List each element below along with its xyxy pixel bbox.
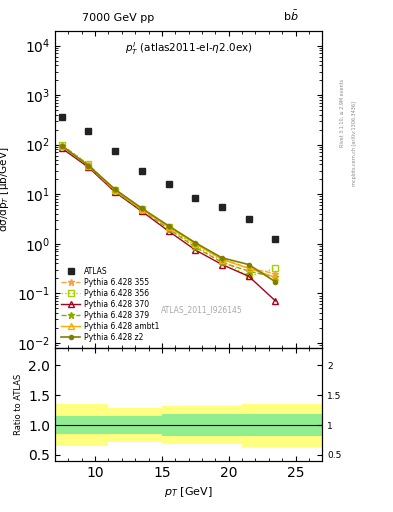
Pythia 6.428 ambt1 [193, 241, 198, 247]
Pythia 6.428 z2 [113, 186, 118, 193]
Bar [215, 406, 242, 444]
Pythia 6.428 355 [193, 241, 198, 247]
Pythia 6.428 355 [273, 270, 278, 276]
ATLAS [140, 167, 144, 174]
ATLAS [113, 148, 118, 154]
Pythia 6.428 ambt1 [166, 224, 171, 230]
ATLAS [273, 236, 278, 242]
Line: Pythia 6.428 379: Pythia 6.428 379 [58, 143, 279, 281]
Line: Pythia 6.428 355: Pythia 6.428 355 [58, 141, 279, 277]
Pythia 6.428 370 [193, 247, 198, 253]
Bar [269, 403, 322, 446]
Pythia 6.428 379 [166, 226, 171, 232]
Pythia 6.428 370 [246, 273, 251, 280]
Pythia 6.428 z2 [166, 223, 171, 229]
Pythia 6.428 379 [59, 143, 64, 150]
Pythia 6.428 356 [246, 273, 251, 280]
Pythia 6.428 355 [59, 142, 64, 148]
Text: $p_T^l$ (atlas2011-el-$\eta$2.0ex): $p_T^l$ (atlas2011-el-$\eta$2.0ex) [125, 40, 252, 57]
Pythia 6.428 z2 [273, 279, 278, 285]
Pythia 6.428 ambt1 [113, 187, 118, 194]
Pythia 6.428 379 [113, 188, 118, 194]
Pythia 6.428 z2 [246, 262, 251, 268]
Pythia 6.428 z2 [86, 162, 91, 168]
Y-axis label: Ratio to ATLAS: Ratio to ATLAS [14, 374, 23, 435]
ATLAS [193, 195, 198, 201]
Bar [189, 414, 215, 436]
Pythia 6.428 ambt1 [86, 162, 91, 168]
Pythia 6.428 370 [140, 208, 144, 215]
Pythia 6.428 355 [140, 206, 144, 212]
Pythia 6.428 z2 [59, 143, 64, 149]
Bar [82, 404, 108, 446]
Bar [135, 409, 162, 442]
Bar [55, 416, 82, 434]
Line: ATLAS: ATLAS [58, 114, 279, 242]
Pythia 6.428 z2 [220, 255, 224, 261]
Pythia 6.428 ambt1 [246, 265, 251, 271]
Pythia 6.428 379 [246, 268, 251, 274]
Bar [82, 416, 108, 434]
Pythia 6.428 370 [273, 298, 278, 304]
Pythia 6.428 370 [113, 189, 118, 195]
Pythia 6.428 356 [113, 187, 118, 194]
Bar [108, 416, 135, 434]
Text: mcplots.cern.ch [arXiv:1306.3436]: mcplots.cern.ch [arXiv:1306.3436] [352, 101, 357, 186]
Pythia 6.428 ambt1 [140, 206, 144, 212]
Pythia 6.428 356 [273, 265, 278, 271]
Bar [162, 414, 189, 436]
Line: Pythia 6.428 356: Pythia 6.428 356 [59, 142, 278, 279]
Pythia 6.428 z2 [193, 240, 198, 246]
Line: Pythia 6.428 z2: Pythia 6.428 z2 [60, 144, 277, 284]
Bar [108, 409, 135, 442]
Pythia 6.428 370 [59, 145, 64, 151]
Pythia 6.428 379 [86, 163, 91, 169]
Pythia 6.428 355 [166, 224, 171, 230]
ATLAS [59, 114, 64, 120]
Pythia 6.428 356 [140, 206, 144, 212]
Pythia 6.428 356 [220, 258, 224, 264]
Bar [135, 416, 162, 434]
Line: Pythia 6.428 ambt1: Pythia 6.428 ambt1 [59, 143, 278, 280]
Y-axis label: dσ/dp$_T$ [μb/GeV]: dσ/dp$_T$ [μb/GeV] [0, 146, 11, 232]
Text: b$\bar{b}$: b$\bar{b}$ [283, 9, 299, 23]
Bar [55, 404, 82, 446]
ATLAS [166, 181, 171, 187]
Bar [269, 414, 322, 436]
Text: 7000 GeV pp: 7000 GeV pp [82, 13, 154, 23]
Bar [242, 414, 269, 436]
Pythia 6.428 355 [246, 265, 251, 271]
Pythia 6.428 356 [166, 224, 171, 230]
ATLAS [220, 204, 224, 210]
X-axis label: $p_T$ [GeV]: $p_T$ [GeV] [164, 485, 213, 499]
Text: ATLAS_2011_I926145: ATLAS_2011_I926145 [161, 305, 243, 314]
Text: Rivet 3.1.10, ≥ 2.9M events: Rivet 3.1.10, ≥ 2.9M events [340, 78, 345, 147]
Pythia 6.428 ambt1 [220, 257, 224, 263]
ATLAS [86, 129, 91, 135]
Legend: ATLAS, Pythia 6.428 355, Pythia 6.428 356, Pythia 6.428 370, Pythia 6.428 379, P: ATLAS, Pythia 6.428 355, Pythia 6.428 35… [59, 265, 162, 344]
Pythia 6.428 356 [86, 161, 91, 167]
Bar [162, 406, 189, 444]
Pythia 6.428 379 [193, 244, 198, 250]
ATLAS [246, 217, 251, 223]
Pythia 6.428 356 [193, 243, 198, 249]
Pythia 6.428 379 [140, 207, 144, 214]
Pythia 6.428 379 [220, 260, 224, 266]
Pythia 6.428 370 [166, 228, 171, 234]
Pythia 6.428 355 [86, 161, 91, 167]
Pythia 6.428 ambt1 [59, 143, 64, 149]
Pythia 6.428 355 [113, 187, 118, 194]
Pythia 6.428 355 [220, 255, 224, 262]
Pythia 6.428 z2 [140, 205, 144, 211]
Pythia 6.428 370 [220, 262, 224, 268]
Bar [242, 403, 269, 446]
Bar [189, 406, 215, 444]
Pythia 6.428 356 [59, 142, 64, 148]
Pythia 6.428 370 [86, 164, 91, 170]
Line: Pythia 6.428 370: Pythia 6.428 370 [59, 145, 278, 304]
Pythia 6.428 379 [273, 274, 278, 281]
Bar [215, 414, 242, 436]
Pythia 6.428 ambt1 [273, 274, 278, 281]
